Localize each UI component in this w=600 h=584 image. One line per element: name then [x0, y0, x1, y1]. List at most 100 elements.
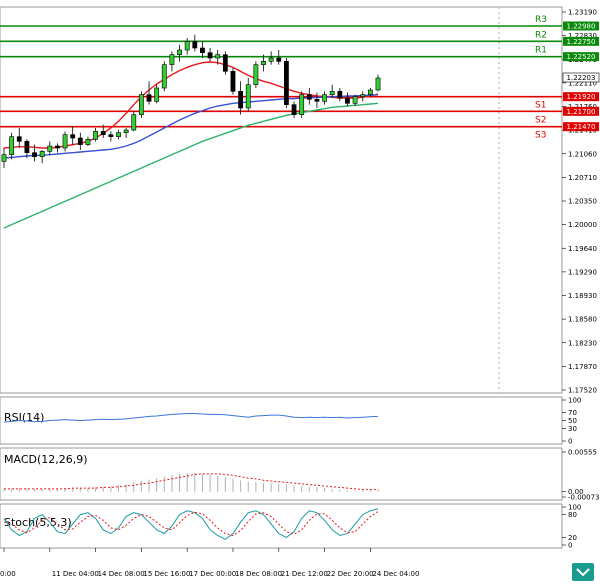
level-name-r3: R3	[535, 15, 547, 25]
candle-body	[100, 131, 106, 135]
broker-logo-badge	[572, 563, 594, 581]
candle-body	[85, 139, 91, 145]
level-name-r2: R2	[535, 30, 547, 40]
candle-body	[123, 129, 129, 133]
candle-body	[32, 152, 37, 157]
rsi-tick-label: 0	[568, 438, 572, 446]
candle-body	[284, 61, 289, 105]
stoch-tick-label: 100	[568, 504, 581, 512]
time-tick-label: 24 Dec 04:00	[372, 570, 419, 578]
candle-body	[161, 64, 167, 89]
price-tick-label: 1.18580	[568, 316, 597, 324]
macd-tick-label: 0.00555	[568, 449, 597, 457]
time-tick-label: 17 Dec 00:00	[189, 570, 236, 578]
price-tick-label: 1.23190	[568, 9, 597, 17]
time-tick-label: 22 Dec 20:00	[327, 570, 374, 578]
candle-body	[55, 145, 60, 149]
level-tag-label-s3: 1.21470	[567, 123, 596, 131]
candle-body	[367, 89, 373, 95]
level-tag-r2	[563, 36, 599, 46]
price-tick-label: 1.19290	[568, 268, 597, 276]
stoch-series-k	[3, 508, 379, 540]
candle-body	[24, 141, 30, 153]
rsi-tick-label: 70	[568, 409, 577, 417]
macd-tick-label: 0.00	[568, 488, 584, 496]
candle-body	[245, 84, 251, 109]
candle-body	[268, 57, 274, 62]
candle-body	[352, 96, 358, 104]
price-tick-label: 1.22830	[568, 32, 597, 40]
support-resistance-levels: R3 R2 R1 S1 S2 S3	[0, 15, 562, 141]
candle-body	[177, 49, 182, 55]
level-name-s2: S2	[535, 115, 546, 125]
level-tag-label-s1: 1.21920	[567, 93, 596, 101]
price-tick-label: 1.19640	[568, 245, 597, 253]
rsi-title: RSI(14)	[4, 411, 44, 424]
candle-body	[70, 134, 76, 139]
candle-body	[131, 114, 137, 131]
level-tag-label-r1: 1.22520	[567, 53, 596, 61]
price-panel-frame	[0, 6, 563, 394]
macd-panel: MACD(12,26,9) 0.00555 0.00-0.000739	[0, 447, 600, 502]
candle-body	[276, 57, 282, 62]
stoch-panel-frame	[0, 503, 563, 549]
price-tick-label: 1.18930	[568, 292, 597, 300]
time-tick-label: 15 Dec 16:00	[143, 570, 190, 578]
candle-body	[222, 54, 228, 72]
candle-body	[146, 94, 152, 102]
logo-chevron-icon	[576, 568, 590, 577]
broker-logo	[572, 563, 594, 581]
candle-body	[39, 151, 45, 157]
level-tag-label-r3: 1.22980	[567, 23, 596, 31]
candle-body	[291, 104, 297, 115]
candle-body	[329, 91, 335, 95]
candlesticks	[1, 34, 381, 168]
stoch-lines	[3, 508, 379, 540]
candle-body	[322, 94, 327, 102]
candle-body	[184, 41, 190, 51]
level-tag-s1	[563, 92, 599, 102]
time-tick-label: 18 Dec 08:00	[235, 570, 282, 578]
time-tick-label: 0:00	[0, 570, 16, 578]
level-tag-label-r2: 1.22750	[567, 38, 596, 46]
macd-signal-series	[4, 473, 378, 491]
candle-body	[93, 131, 98, 140]
candle-body	[261, 61, 266, 65]
level-name-s1: S1	[535, 101, 546, 111]
candle-body	[253, 64, 259, 85]
price-tick-label: 1.21060	[568, 150, 597, 158]
candle-body	[306, 94, 312, 100]
macd-panel-frame	[0, 447, 563, 501]
stoch-tick-label: 20	[568, 534, 577, 542]
level-price-tags: 1.22980 1.22750 1.22520 1.21920 1.21700 1.214…	[563, 21, 599, 131]
rsi-series-line	[3, 413, 379, 423]
rsi-tick-label: 50	[568, 417, 577, 425]
price-tick-label: 1.22110	[568, 79, 597, 87]
candle-body	[108, 134, 114, 137]
candle-body	[47, 145, 53, 152]
current-price-label: 1.22203	[567, 74, 596, 82]
candle-body	[314, 99, 320, 102]
price-tick-label: 1.20000	[568, 221, 597, 229]
price-tick-label: 1.20350	[568, 198, 597, 206]
moving-average-3	[3, 102, 379, 229]
level-tag-label-s2: 1.21700	[567, 108, 596, 116]
candle-body	[154, 87, 160, 102]
stoch-tick-label: 0	[568, 542, 572, 550]
macd-histogram	[3, 473, 379, 492]
macd-tick-label: -0.000739	[568, 494, 600, 502]
candle-body	[360, 94, 366, 97]
level-name-r1: R1	[535, 46, 547, 56]
price-tick-label: 1.17520	[568, 387, 597, 395]
candle-body	[215, 54, 221, 59]
stoch-title: Stoch(5,5,3)	[4, 516, 72, 529]
macd-axis: 0.00555 0.00-0.000739	[562, 449, 600, 502]
